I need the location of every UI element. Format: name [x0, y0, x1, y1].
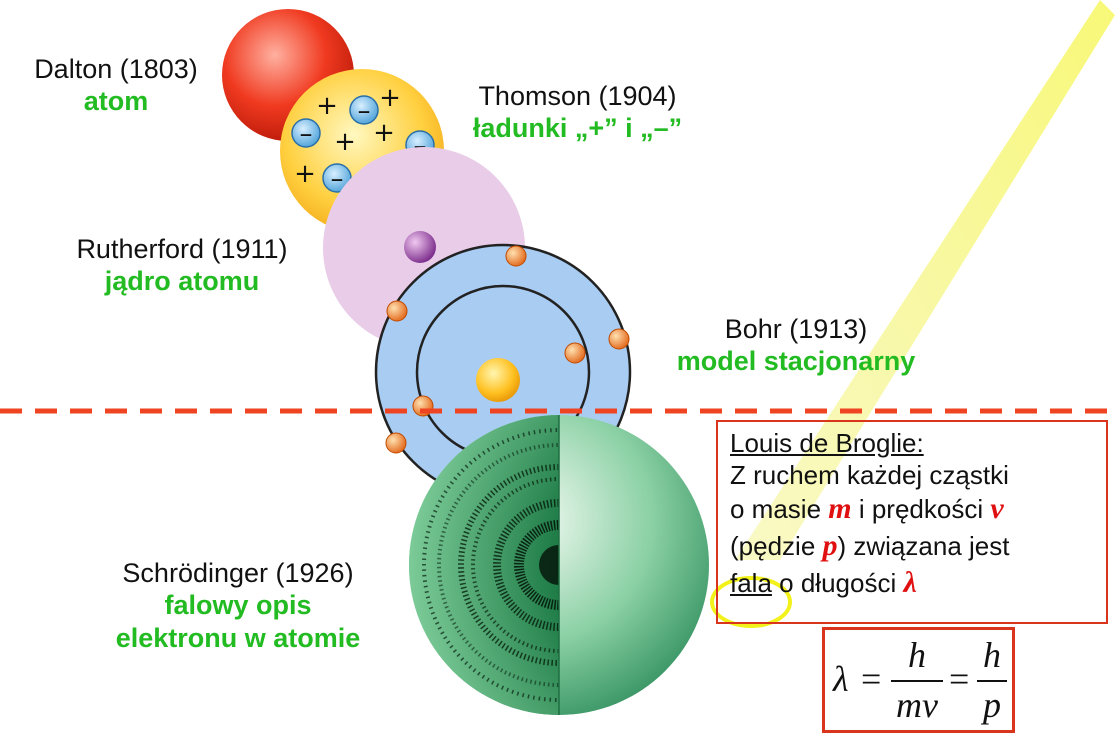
svg-text:–: –: [331, 164, 344, 194]
dalton-desc: atom: [83, 86, 149, 117]
formula-fraction-bar-2: [977, 680, 1007, 682]
mass-symbol: m: [828, 492, 852, 526]
bohr-label: Bohr (1913) model stacjonarny: [650, 313, 942, 378]
svg-text:+: +: [373, 118, 395, 148]
de-broglie-line-4: fala o długości λ: [730, 565, 1094, 602]
svg-text:+: +: [379, 83, 401, 113]
schrodinger-label: Schrödinger (1926) falowy opis elektronu…: [72, 557, 404, 654]
formula-num-2: h: [983, 635, 1001, 675]
dalton-name: Dalton (1803): [34, 54, 198, 84]
svg-text:–: –: [358, 96, 371, 126]
de-broglie-line-2a: o masie: [730, 494, 829, 525]
schrodinger-desc-1: falowy opis: [164, 590, 312, 621]
svg-text:+: +: [294, 159, 316, 189]
de-broglie-line-3: (pędzie p) związana jest: [730, 528, 1094, 565]
de-broglie-formula: λ = h mv = h p: [822, 627, 1015, 733]
de-broglie-line-3b: ) związana jest: [837, 531, 1010, 562]
de-broglie-line-1: Z ruchem każdej cząstki: [730, 459, 1009, 490]
formula-eq-2: =: [949, 659, 970, 699]
de-broglie-line-2b: i prędkości: [851, 494, 991, 525]
formula-num-1: h: [908, 635, 926, 675]
svg-text:+: +: [334, 127, 356, 157]
bohr-nucleus: [476, 358, 520, 402]
rutherford-label: Rutherford (1911) jądro atomu: [42, 233, 322, 298]
rutherford-desc: jądro atomu: [104, 266, 260, 297]
thomson-label: Thomson (1904) ładunki „+” i „–”: [440, 80, 715, 145]
schrodinger-name: Schrödinger (1926): [122, 558, 354, 588]
rutherford-name: Rutherford (1911): [76, 234, 288, 264]
thomson-desc: ładunki „+” i „–”: [472, 113, 683, 144]
svg-text:–: –: [300, 119, 313, 149]
de-broglie-title: Louis de Broglie:: [730, 428, 924, 458]
bohr-desc: model stacjonarny: [676, 346, 916, 377]
formula-den-1: mv: [896, 685, 938, 725]
de-broglie-line-4b: o długości: [771, 567, 904, 598]
fala-highlight: [710, 576, 792, 628]
schrodinger-atom: [409, 415, 709, 715]
lambda-symbol: λ: [903, 565, 917, 599]
de-broglie-line-2: o masie m i prędkości v: [730, 491, 1094, 528]
schrodinger-desc-2: elektronu w atomie: [115, 622, 361, 653]
formula-eq-1: =: [861, 659, 882, 699]
momentum-symbol: p: [822, 529, 838, 563]
velocity-symbol: v: [990, 492, 1004, 526]
de-broglie-box: Louis de Broglie: Z ruchem każdej cząstk…: [716, 420, 1108, 624]
bohr-name: Bohr (1913): [724, 314, 868, 344]
wave-word: fala: [730, 567, 772, 598]
schrodinger-cutaway: [409, 415, 559, 715]
svg-text:+: +: [316, 91, 338, 121]
rutherford-nucleus: [404, 231, 436, 263]
dalton-label: Dalton (1803) atom: [0, 53, 232, 118]
thomson-name: Thomson (1904): [478, 81, 677, 111]
de-broglie-line-3a: (pędzie: [730, 531, 823, 562]
formula-fraction-bar-1: [891, 680, 943, 682]
formula-den-2: p: [983, 685, 1001, 725]
bohr-electrons: [385, 245, 630, 454]
formula-lambda: λ: [833, 659, 849, 699]
